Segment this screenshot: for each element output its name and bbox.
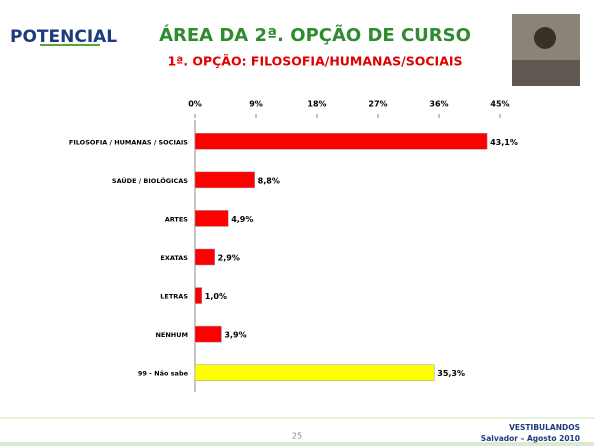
photo [512, 14, 580, 86]
value-label: 3,9% [224, 331, 246, 340]
y-tick-label: EXATAS [160, 254, 188, 262]
bar [195, 326, 221, 342]
value-label: 35,3% [437, 369, 465, 378]
bar [195, 133, 487, 149]
chart-title: ÁREA DA 2ª. OPÇÃO DE CURSO [159, 23, 471, 46]
y-tick-label: FILOSOFIA / HUMANAS / SOCIAIS [69, 138, 188, 146]
x-tick-label: 45% [490, 100, 509, 109]
value-label: 4,9% [231, 215, 253, 224]
x-tick-label: 27% [368, 100, 387, 109]
bar [195, 249, 215, 265]
bar [195, 172, 255, 188]
value-label: 43,1% [490, 138, 518, 147]
value-label: 2,9% [218, 254, 240, 263]
value-label: 8,8% [258, 176, 280, 185]
footer-title: VESTIBULANDOS [509, 423, 580, 432]
logo-underline [40, 44, 100, 46]
bar [195, 210, 228, 226]
page-number: 25 [292, 432, 302, 441]
x-tick-label: 9% [249, 100, 263, 109]
slide: POTENCIAL ÁREA DA 2ª. OPÇÃO DE CURSO 1ª.… [0, 0, 594, 446]
y-tick-label: ARTES [165, 215, 189, 223]
page: POTENCIAL ÁREA DA 2ª. OPÇÃO DE CURSO 1ª.… [0, 0, 594, 446]
photo-desk [512, 60, 580, 86]
y-tick-label: LETRAS [160, 293, 188, 301]
photo-head [534, 27, 556, 49]
footer-subtitle: Salvador – Agosto 2010 [481, 434, 580, 443]
x-tick-label: 0% [188, 100, 202, 109]
x-tick-label: 36% [429, 100, 448, 109]
chart-subtitle: 1ª. OPÇÃO: FILOSOFIA/HUMANAS/SOCIAIS [167, 54, 462, 69]
x-tick-label: 18% [307, 100, 326, 109]
y-tick-label: NENHUM [155, 331, 188, 339]
value-label: 1,0% [205, 292, 227, 301]
y-tick-label: SAÚDE / BIOLÓGICAS [112, 176, 188, 185]
bar [195, 288, 202, 304]
y-tick-label: 99 - Não sabe [138, 370, 189, 378]
bar [195, 365, 434, 381]
